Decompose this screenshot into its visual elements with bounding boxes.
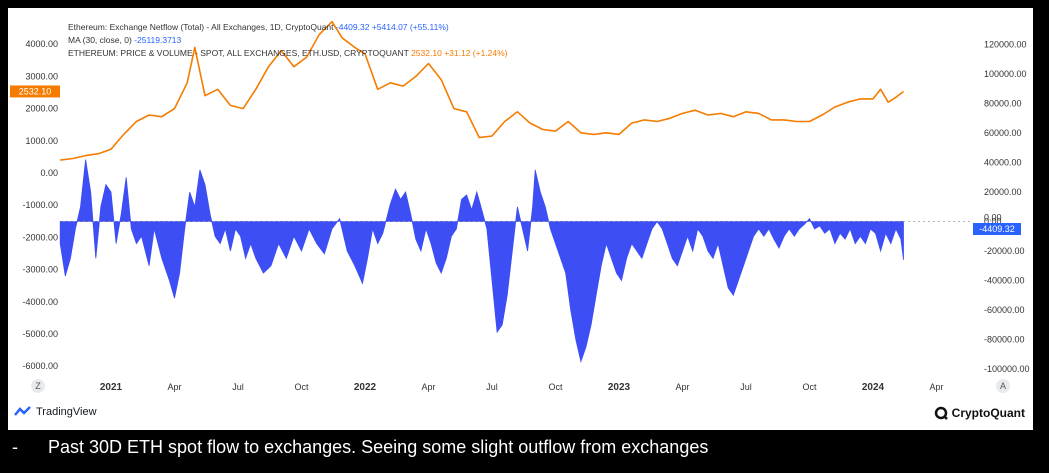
netflow-badge-label: -4409.32 <box>979 224 1015 234</box>
left-axis-tick-label: -2000.00 <box>22 232 58 242</box>
right-axis-tick-label: 40000.00 <box>984 158 1022 168</box>
legend-price-change: +31.12 (+1.24%) <box>444 48 508 58</box>
x-axis-tick-label: Jul <box>232 382 244 392</box>
legend-ma: MA (30, close, 0) -25119.3713 <box>68 35 181 45</box>
price-badge <box>10 85 60 98</box>
right-axis-tick-label: 20000.00 <box>984 187 1022 197</box>
axis-end-label: Z <box>35 381 41 391</box>
legend-ma-value: -25119.3713 <box>134 35 182 45</box>
right-axis-tick-label: 80000.00 <box>984 99 1022 109</box>
legend-netflow: Ethereum: Exchange Netflow (Total) - All… <box>68 22 449 32</box>
right-axis-tick-label: -80000.00 <box>984 335 1025 345</box>
x-axis-tick-label: 2023 <box>608 382 631 393</box>
legend-price: ETHEREUM: PRICE & VOLUME - SPOT, ALL EXC… <box>68 48 508 58</box>
price-line <box>60 20 904 161</box>
netflow-badge <box>973 223 1021 236</box>
left-axis-tick-label: 4000.00 <box>25 39 58 49</box>
cryptoquant-icon <box>934 406 948 420</box>
chart-frame: 4000.00 3000.00 2000.00 1000.00 0.00 -1000.00… <box>8 8 1033 430</box>
left-axis-tick-label: 2000.00 <box>25 104 58 114</box>
legend-price-value: 2532.10 <box>411 48 442 58</box>
left-axis-tick-label: -6000.00 <box>22 361 58 371</box>
x-axis-tick-label: Apr <box>675 382 689 392</box>
left-axis-tick-label: -3000.00 <box>22 265 58 275</box>
legend-netflow-value: -4409.32 <box>335 22 370 32</box>
plot-area <box>63 13 970 376</box>
footer-text: Past 30D ETH spot flow to exchanges. See… <box>48 437 709 457</box>
left-axis-tick-label: 3000.00 <box>25 71 58 81</box>
x-axis-tick-label: Jul <box>486 382 498 392</box>
right-axis-tick-label: 120000.00 <box>984 40 1027 50</box>
left-axis-tick-label: -1000.00 <box>22 200 58 210</box>
x-axis-tick-label: Apr <box>929 382 943 392</box>
cryptoquant-label: CryptoQuant <box>951 406 1025 420</box>
zero-badge-label: 0.00 <box>984 213 1002 223</box>
tradingview-label: TradingView <box>36 406 97 418</box>
left-axis-tick-label: 0.00 <box>40 168 58 178</box>
left-axis-tick-label: -4000.00 <box>22 297 58 307</box>
x-axis-tick-label: Apr <box>167 382 181 392</box>
x-axis-tick-label: Jul <box>740 382 752 392</box>
legend-ma-title: MA (30, close, 0) <box>68 35 132 45</box>
right-axis-tick-label: -40000.00 <box>984 276 1025 286</box>
legend-price-title: ETHEREUM: PRICE & VOLUME - SPOT, ALL EXC… <box>68 48 409 58</box>
x-axis-tick-label: 2024 <box>862 382 885 393</box>
price-badge-label: 2532.10 <box>19 86 52 96</box>
legend-netflow-change: +5414.07 (+55.11%) <box>371 22 449 32</box>
x-axis-tick-label: Oct <box>294 382 309 392</box>
x-axis-strip <box>8 378 1033 398</box>
axis-end-label: A <box>1000 381 1006 391</box>
left-axis-tick-label: 1000.00 <box>25 136 58 146</box>
right-axis-tick-label: -60000.00 <box>984 305 1025 315</box>
right-axis-tick-label: 0.00 <box>984 217 1002 227</box>
tradingview-logo[interactable]: TradingView <box>14 406 97 418</box>
x-axis-tick-label: Oct <box>548 382 563 392</box>
netflow-area <box>59 159 904 364</box>
chart-svg: 4000.00 3000.00 2000.00 1000.00 0.00 -1000.00… <box>8 13 1033 398</box>
x-axis-tick-label: 2022 <box>354 382 377 393</box>
left-axis-tick-label: -5000.00 <box>22 329 58 339</box>
footer-dash: - <box>12 437 18 457</box>
legend-netflow-title: Ethereum: Exchange Netflow (Total) - All… <box>68 22 334 32</box>
cryptoquant-logo[interactable]: CryptoQuant <box>934 406 1025 420</box>
right-axis-tick-label: 100000.00 <box>984 69 1027 79</box>
right-axis-tick-label: 60000.00 <box>984 128 1022 138</box>
x-axis-tick-label: Apr <box>421 382 435 392</box>
tradingview-icon <box>14 406 31 416</box>
x-axis-tick-label: Oct <box>802 382 817 392</box>
right-axis-tick-label: -100000.00 <box>984 364 1030 374</box>
axis-end-circle <box>31 379 45 393</box>
footer-note: - Past 30D ETH spot flow to exchanges. Se… <box>12 437 708 458</box>
x-axis-tick-label: 2021 <box>100 382 123 393</box>
right-axis-tick-label: -20000.00 <box>984 246 1025 256</box>
axis-end-circle <box>996 379 1010 393</box>
